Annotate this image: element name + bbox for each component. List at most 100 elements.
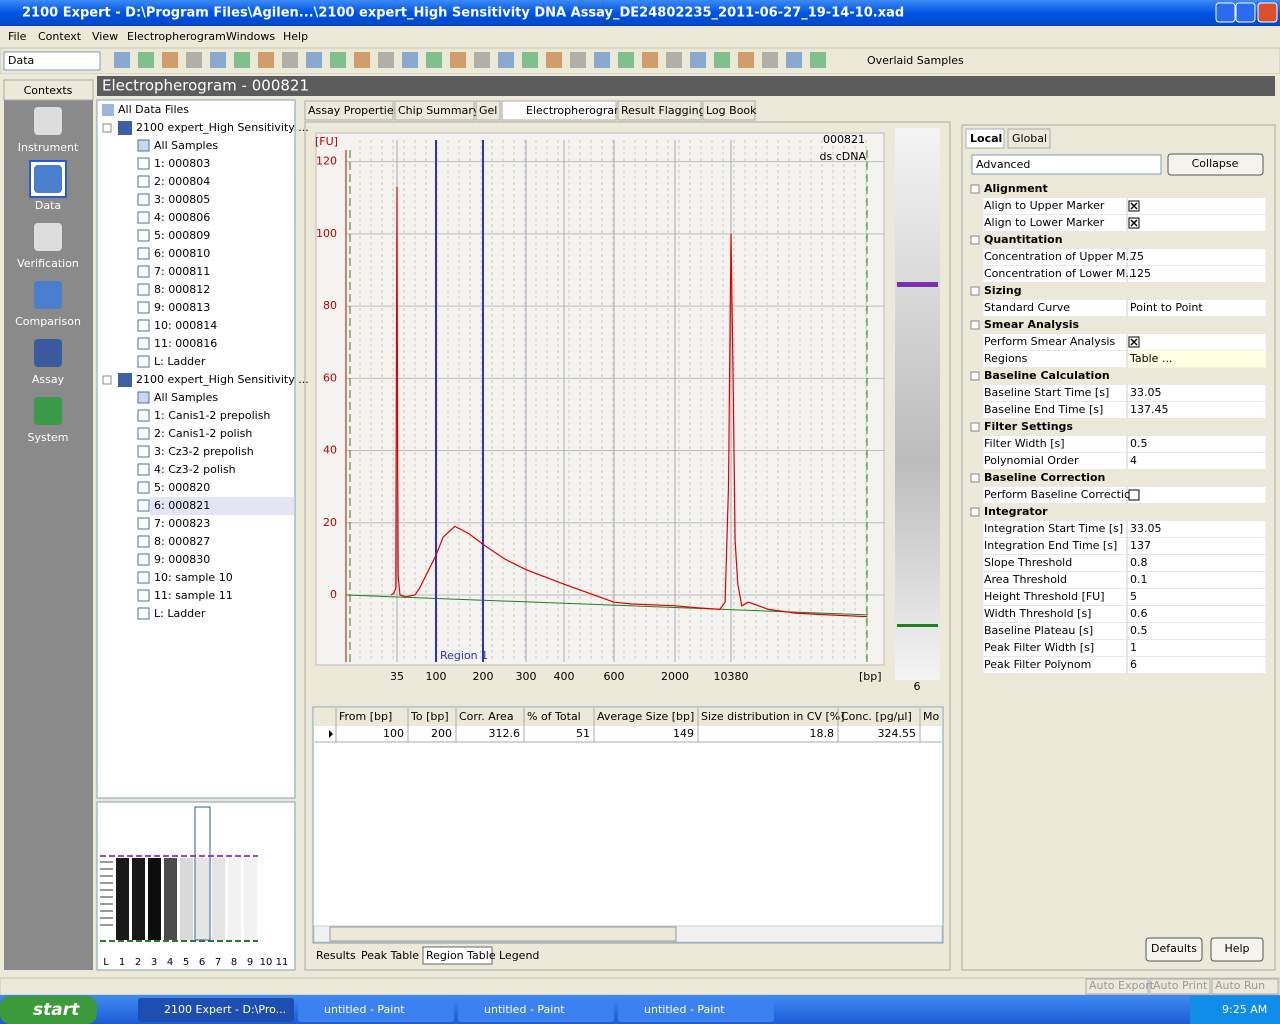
tree-item[interactable]: 4: 000806 [154,211,210,224]
lane-label[interactable]: 4 [167,957,173,968]
setting-value[interactable]: 6 [1130,658,1137,671]
tree-checkbox[interactable] [137,193,150,206]
view-select[interactable]: Overlaid Samples [867,54,964,67]
tree-checkbox[interactable] [137,157,150,170]
lane-label[interactable]: L [103,957,109,968]
tab-label[interactable]: Log Book [706,104,757,117]
start-label[interactable]: start [33,1000,80,1020]
toolbar-button[interactable] [186,52,202,68]
tree-checkbox[interactable] [137,535,150,548]
toolbar-button[interactable] [210,52,226,68]
setting-checkbox[interactable] [1128,489,1140,501]
lane-label[interactable]: 9 [247,957,253,968]
column-header[interactable]: Mo [923,710,939,723]
tree-item[interactable]: 8: 000812 [154,283,210,296]
toolbar-button[interactable] [594,52,610,68]
tree-item[interactable]: 8: 000827 [154,535,210,548]
tab-label[interactable]: Chip Summary [398,104,480,117]
context-icon[interactable] [34,339,62,367]
settings-tab-label[interactable]: Local [970,132,1002,145]
tree-checkbox[interactable] [137,517,150,530]
tree-item[interactable]: 10: 000814 [154,319,217,332]
toolbar-button[interactable] [330,52,346,68]
tab[interactable] [501,100,617,121]
result-tab-label[interactable]: Results [316,949,356,962]
window-button[interactable] [1215,2,1236,23]
context-select-value[interactable]: Data [8,54,34,67]
result-tab[interactable] [313,947,355,964]
settings-tab-label[interactable]: Global [1012,132,1047,145]
context-icon[interactable] [34,107,62,135]
lane-label[interactable]: 10 [260,957,273,968]
group-toggle[interactable] [970,422,980,432]
lane-label[interactable]: 11 [276,957,289,968]
mode-select-value[interactable]: Advanced [976,158,1030,171]
tree-checkbox[interactable] [137,409,150,422]
settings-button[interactable] [1210,937,1264,962]
lane-label[interactable]: 1 [119,957,125,968]
lane-label[interactable]: 8 [231,957,237,968]
tree-checkbox[interactable] [137,175,150,188]
toolbar-button[interactable] [162,52,178,68]
tab[interactable] [304,100,394,121]
column-header[interactable]: Corr. Area [459,710,514,723]
window-button[interactable] [1235,2,1256,23]
lane-label[interactable]: 5 [183,957,189,968]
toolbar-button[interactable] [402,52,418,68]
toolbar-button[interactable] [306,52,322,68]
setting-value[interactable]: 137 [1130,539,1151,552]
tree-item[interactable]: 1: Canis1-2 prepolish [154,409,270,422]
context-icon[interactable] [34,397,62,425]
task-label[interactable]: 2100 Expert - D:\Pro... [164,1003,286,1016]
tree-checkbox[interactable] [137,481,150,494]
tab[interactable] [394,100,475,121]
menu-item[interactable]: File [8,30,27,43]
tree-checkbox[interactable] [137,319,150,332]
toolbar-button[interactable] [474,52,490,68]
lane-label[interactable]: 3 [151,957,157,968]
tab[interactable] [702,100,756,121]
setting-value[interactable]: 0.5 [1130,437,1148,450]
setting-value[interactable]: 33.05 [1130,386,1162,399]
toolbar-button[interactable] [714,52,730,68]
tree-item[interactable]: 5: 000820 [154,481,210,494]
setting-value[interactable]: 0.6 [1130,607,1148,620]
tab[interactable] [617,100,702,121]
settings-button-label[interactable]: Defaults [1151,942,1197,955]
task-button[interactable] [458,998,614,1022]
setting-value[interactable]: 75 [1130,250,1144,263]
tree-item[interactable]: 2: Canis1-2 polish [154,427,252,440]
tree-item[interactable]: 4: Cz3-2 polish [154,463,236,476]
tree-checkbox[interactable] [137,229,150,242]
toolbar-button[interactable] [282,52,298,68]
result-tab[interactable] [422,946,493,965]
tree-file[interactable]: 2100 expert_High Sensitivity ... [136,121,309,134]
tree-checkbox[interactable] [137,337,150,350]
tab-label[interactable]: Gel [479,104,497,117]
tree-checkbox[interactable] [137,211,150,224]
column-header[interactable]: Average Size [bp] [597,710,694,723]
window-button[interactable] [1257,2,1278,23]
setting-value[interactable]: 0.1 [1130,573,1148,586]
column-header[interactable]: To [bp] [410,710,449,723]
toolbar-button[interactable] [138,52,154,68]
tree-item[interactable]: All Samples [154,139,218,152]
scroll-thumb[interactable] [329,926,677,942]
setting-value[interactable]: 0.8 [1130,556,1148,569]
toolbar-button[interactable] [258,52,274,68]
toolbar-button[interactable] [666,52,682,68]
toolbar-button[interactable] [738,52,754,68]
task-button[interactable] [618,998,774,1022]
tree-item[interactable]: 9: 000830 [154,553,210,566]
menu-item[interactable]: View [92,30,118,43]
tree-item[interactable]: 11: sample 11 [154,589,233,602]
tree-item[interactable]: 3: 000805 [154,193,210,206]
context-select[interactable] [3,51,101,71]
context-label[interactable]: Comparison [15,315,81,328]
column-header[interactable]: % of Total [527,710,581,723]
group-toggle[interactable] [970,184,980,194]
task-button[interactable] [298,998,454,1022]
tree-item[interactable]: All Samples [154,391,218,404]
tree-checkbox[interactable] [137,607,150,620]
tab-label[interactable]: Result Flagging [621,104,706,117]
